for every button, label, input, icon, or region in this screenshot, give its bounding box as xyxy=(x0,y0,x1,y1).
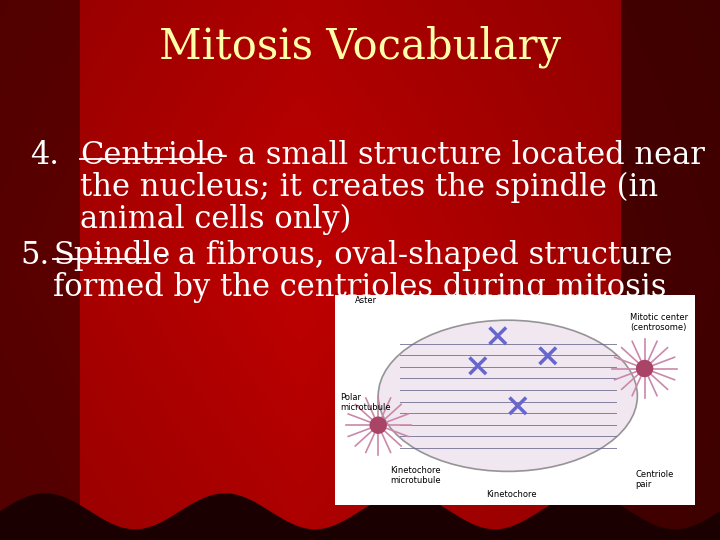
Text: Polar
microtubule: Polar microtubule xyxy=(340,393,391,413)
Circle shape xyxy=(636,361,652,376)
Circle shape xyxy=(370,417,386,433)
Text: - a small structure located near: - a small structure located near xyxy=(208,140,705,171)
Text: Kinetochore
microtubule: Kinetochore microtubule xyxy=(390,465,441,485)
Text: Spindle: Spindle xyxy=(53,240,170,271)
Bar xyxy=(335,295,695,505)
Text: 4.: 4. xyxy=(30,140,59,171)
Text: animal cells only): animal cells only) xyxy=(80,204,351,235)
Ellipse shape xyxy=(378,320,637,471)
Text: - a fibrous, oval-shaped structure: - a fibrous, oval-shaped structure xyxy=(148,240,672,271)
Text: Mitotic center
(centrosome): Mitotic center (centrosome) xyxy=(630,313,688,332)
Text: 5.: 5. xyxy=(20,240,49,271)
Text: Kinetochore: Kinetochore xyxy=(486,490,537,499)
Text: Aster: Aster xyxy=(355,296,377,305)
Text: the nucleus; it creates the spindle (in: the nucleus; it creates the spindle (in xyxy=(80,172,658,203)
Text: Centriole
pair: Centriole pair xyxy=(635,470,673,489)
Text: formed by the centrioles during mitosis: formed by the centrioles during mitosis xyxy=(53,272,667,303)
Text: Centriole: Centriole xyxy=(80,140,224,171)
Text: Mitosis Vocabulary: Mitosis Vocabulary xyxy=(159,26,561,68)
